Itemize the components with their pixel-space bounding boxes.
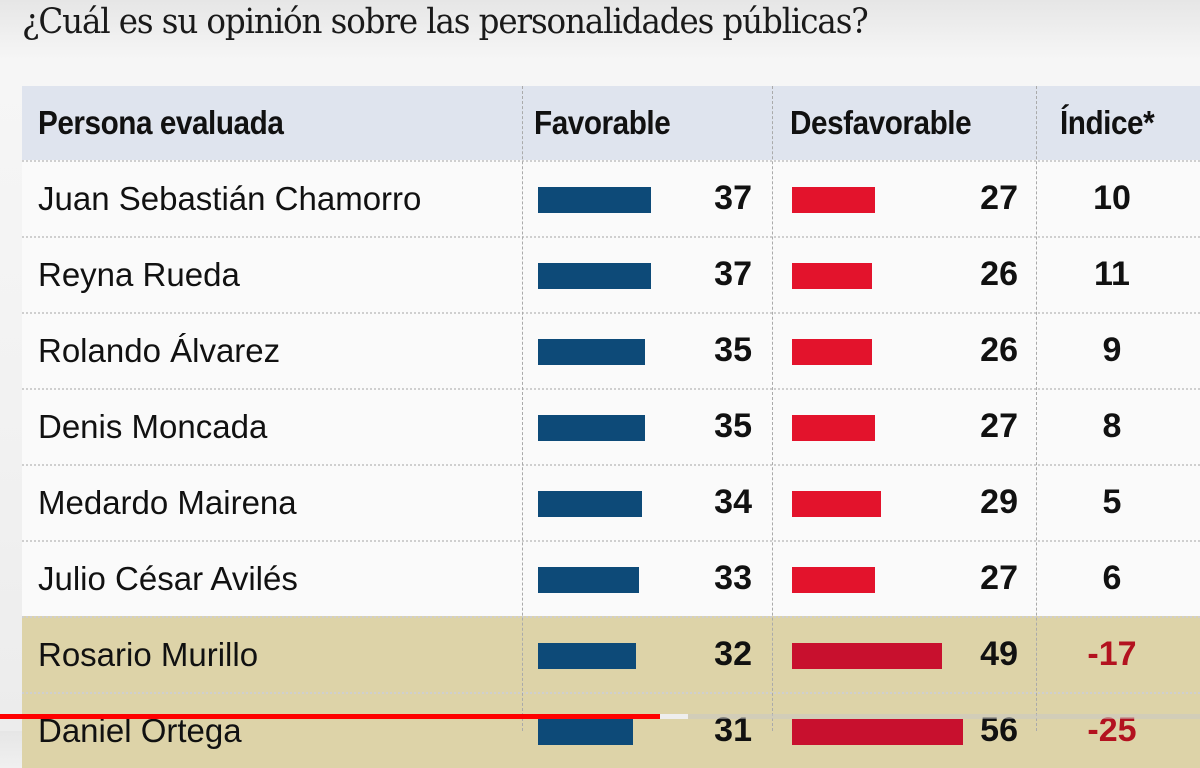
person-name: Denis Moncada <box>38 408 268 445</box>
video-played <box>0 714 660 719</box>
desfavorable-value: 27 <box>980 179 1018 217</box>
table-row: Daniel Ortega 31 56 -25 <box>22 692 1200 768</box>
favorable-value: 32 <box>714 635 752 673</box>
desfavorable-bar <box>792 187 875 213</box>
index-value: 9 <box>1102 331 1122 369</box>
favorable-bar <box>538 567 639 593</box>
desfavorable-value: 26 <box>980 255 1018 293</box>
favorable-bar <box>538 491 643 517</box>
desfavorable-bar <box>792 415 875 441</box>
desfavorable-bar <box>792 567 875 593</box>
desfavorable-value: 49 <box>980 635 1018 673</box>
desfavorable-value: 29 <box>980 483 1018 521</box>
person-name: Rolando Álvarez <box>38 332 281 369</box>
desfavorable-bar <box>792 263 872 289</box>
column-divider <box>522 86 523 731</box>
desfavorable-bar <box>792 719 964 745</box>
person-name: Juan Sebastián Chamorro <box>38 180 422 217</box>
table-row: Rolando Álvarez 35 26 9 <box>22 312 1200 388</box>
favorable-bar <box>538 339 646 365</box>
favorable-value: 35 <box>714 331 752 369</box>
person-name: Julio César Avilés <box>38 560 298 597</box>
desfavorable-value: 27 <box>980 407 1018 445</box>
opinion-table: Persona evaluada Favorable Desfavorable … <box>22 86 1200 768</box>
header-desfavorable: Desfavorable <box>790 104 972 141</box>
favorable-bar <box>538 415 646 441</box>
desfavorable-bar <box>792 339 872 365</box>
page-title: ¿Cuál es su opinión sobre las personalid… <box>22 2 869 42</box>
header-persona: Persona evaluada <box>38 104 284 141</box>
column-divider <box>772 86 773 731</box>
table-header: Persona evaluada Favorable Desfavorable … <box>22 86 1200 160</box>
favorable-value: 37 <box>714 255 752 293</box>
index-value: 6 <box>1102 559 1122 597</box>
table-row: Medardo Mairena 34 29 5 <box>22 464 1200 540</box>
table-row: Denis Moncada 35 27 8 <box>22 388 1200 464</box>
index-value: 8 <box>1102 407 1122 445</box>
column-divider <box>1036 86 1037 731</box>
table-row: Reyna Rueda 37 26 11 <box>22 236 1200 312</box>
table-row: Juan Sebastián Chamorro 37 27 10 <box>22 160 1200 236</box>
desfavorable-bar <box>792 643 942 669</box>
favorable-value: 33 <box>714 559 752 597</box>
person-name: Rosario Murillo <box>38 636 259 673</box>
index-value: 5 <box>1102 483 1122 521</box>
favorable-bar <box>538 643 636 669</box>
person-name: Reyna Rueda <box>38 256 240 293</box>
desfavorable-value: 26 <box>980 331 1018 369</box>
table-body: Juan Sebastián Chamorro 37 27 10 Reyna Ru… <box>22 160 1200 768</box>
index-value: -17 <box>1087 635 1137 673</box>
favorable-bar <box>538 187 652 213</box>
favorable-bar <box>538 263 652 289</box>
desfavorable-bar <box>792 491 881 517</box>
index-value: 10 <box>1093 179 1131 217</box>
favorable-value: 35 <box>714 407 752 445</box>
person-name: Medardo Mairena <box>38 484 297 521</box>
header-indice: Índice* <box>1060 104 1155 141</box>
table-row: Julio César Avilés 33 27 6 <box>22 540 1200 616</box>
favorable-bar <box>538 719 633 745</box>
index-value: 11 <box>1094 255 1130 293</box>
header-favorable: Favorable <box>534 104 671 141</box>
favorable-value: 34 <box>714 483 752 521</box>
favorable-value: 37 <box>714 179 752 217</box>
video-progress-bar[interactable] <box>0 714 1200 719</box>
table-row: Rosario Murillo 32 49 -17 <box>22 616 1200 692</box>
desfavorable-value: 27 <box>980 559 1018 597</box>
